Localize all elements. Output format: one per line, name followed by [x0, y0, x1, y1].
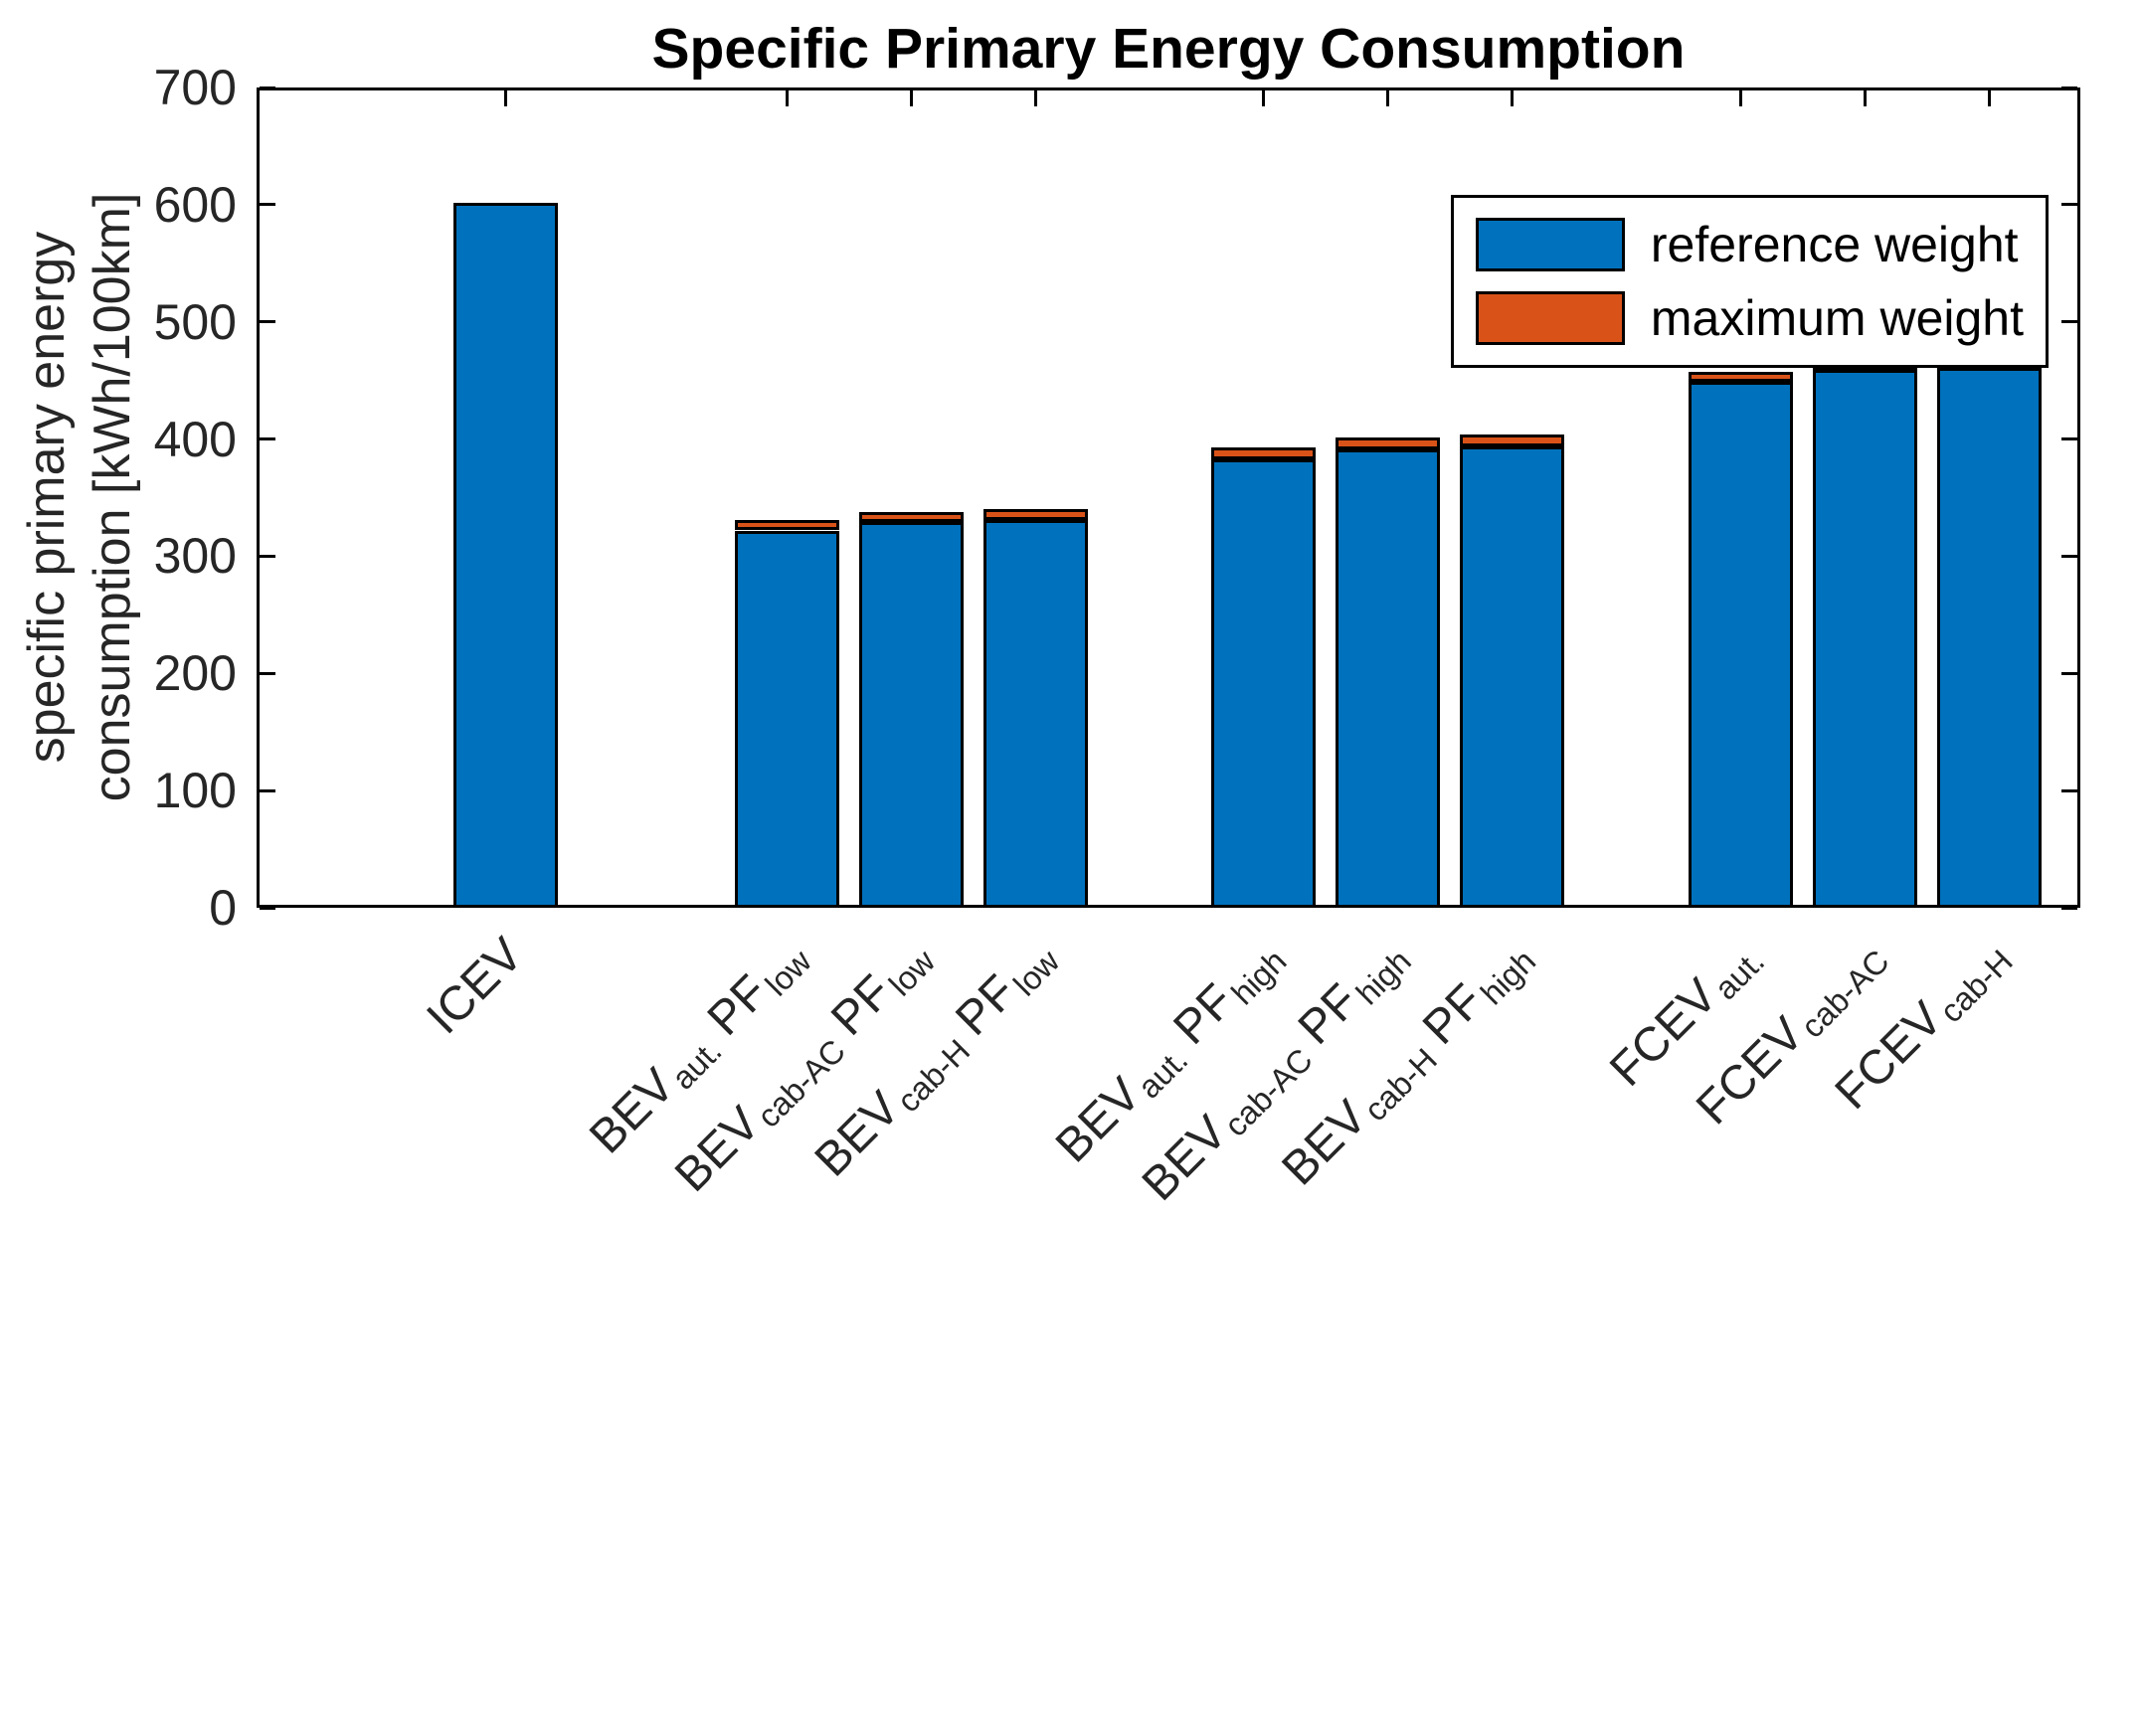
y-tick-mark-right	[2061, 906, 2077, 910]
x-tick-label: ICEV	[417, 928, 534, 1045]
y-tick-mark-right	[2061, 554, 2077, 558]
x-tick-label-text: ICEV	[417, 928, 534, 1045]
y-tick-mark-left	[260, 671, 275, 675]
x-tick-label-subscript: cab-H	[1932, 942, 2021, 1030]
bar-reference-weight	[1210, 458, 1316, 908]
y-tick-mark-left	[260, 86, 275, 89]
chart-title: Specific Primary Energy Consumption	[651, 17, 1686, 81]
legend-swatch-maximum-weight	[1475, 291, 1625, 345]
x-tick-mark-top	[503, 90, 507, 106]
y-tick-label: 400	[153, 411, 237, 467]
y-axis-label: specific primary energy consumption [kWh…	[14, 193, 145, 802]
y-tick-mark-left	[260, 906, 275, 910]
x-tick-mark-top	[786, 90, 790, 106]
bar-reference-weight	[859, 522, 965, 908]
bar-maximum-weight	[1459, 434, 1564, 446]
y-axis-label-line2: consumption [kWh/100km]	[84, 192, 141, 802]
legend: reference weight maximum weight	[1450, 195, 2049, 368]
bar-reference-weight	[452, 202, 558, 908]
y-tick-mark-right	[2061, 788, 2077, 792]
bar-reference-weight	[983, 519, 1089, 908]
y-tick-mark-left	[260, 320, 275, 324]
y-tick-label: 300	[153, 528, 237, 585]
y-axis-label-line1: specific primary energy	[18, 231, 76, 764]
x-tick-mark-top	[1261, 90, 1265, 106]
bar-reference-weight	[1688, 381, 1793, 908]
x-tick-mark-top	[1510, 90, 1514, 106]
x-tick-label-subscript: cab-H	[1356, 1040, 1444, 1128]
bar-reference-weight	[1812, 370, 1917, 908]
y-tick-mark-right	[2061, 203, 2077, 207]
legend-item-reference-weight: reference weight	[1475, 216, 2024, 273]
y-tick-label: 600	[153, 176, 237, 233]
legend-label-reference-weight: reference weight	[1650, 217, 2019, 272]
bar-maximum-weight	[1210, 446, 1316, 459]
y-tick-label: 0	[209, 880, 237, 936]
bar-maximum-weight	[735, 519, 840, 531]
y-tick-mark-left	[260, 203, 275, 207]
legend-swatch-reference-weight	[1475, 218, 1625, 271]
y-tick-label: 200	[153, 645, 237, 702]
y-tick-mark-left	[260, 788, 275, 792]
legend-item-maximum-weight: maximum weight	[1475, 289, 2024, 347]
x-tick-mark-top	[910, 90, 914, 106]
x-tick-mark-top	[1863, 90, 1867, 106]
bar-reference-weight	[1335, 449, 1440, 908]
y-tick-label: 500	[153, 293, 237, 350]
y-tick-label: 700	[153, 60, 237, 115]
bar-reference-weight	[735, 530, 840, 908]
y-tick-mark-left	[260, 437, 275, 441]
x-tick-mark-top	[1738, 90, 1742, 106]
bar-reference-weight	[1459, 445, 1564, 908]
bar-maximum-weight	[859, 511, 965, 523]
bar-maximum-weight	[1688, 372, 1793, 382]
legend-label-maximum-weight: maximum weight	[1650, 290, 2024, 346]
bar-maximum-weight	[983, 509, 1089, 520]
y-tick-mark-right	[2061, 320, 2077, 324]
y-tick-label: 100	[153, 763, 237, 819]
y-tick-mark-right	[2061, 437, 2077, 441]
y-tick-mark-right	[2061, 86, 2077, 89]
x-tick-label-subscript: cab-H	[889, 1031, 978, 1120]
y-tick-mark-left	[260, 554, 275, 558]
x-tick-mark-top	[1385, 90, 1389, 106]
y-tick-mark-right	[2061, 671, 2077, 675]
x-tick-mark-top	[1987, 90, 1991, 106]
bar-maximum-weight	[1335, 437, 1440, 450]
bar-reference-weight	[1936, 367, 2042, 908]
x-tick-mark-top	[1034, 90, 1038, 106]
